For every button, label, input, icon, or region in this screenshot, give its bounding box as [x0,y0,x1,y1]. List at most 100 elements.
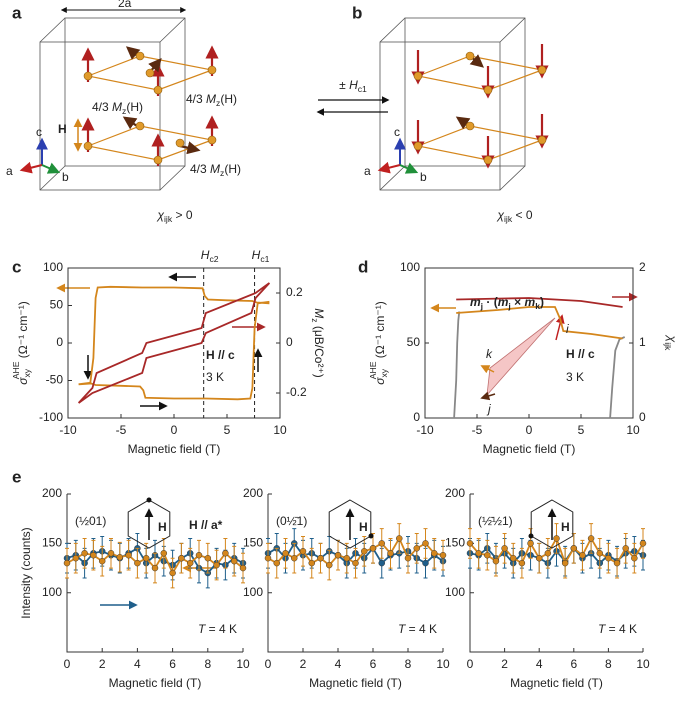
data-point [527,540,534,547]
hexagon-icon [530,499,574,549]
data-point [587,535,595,542]
y-tick-label: 200 [42,486,62,500]
y-tick-label: 0 [56,335,63,349]
temperature: T = 4 K [398,622,437,636]
icon-label: H [158,520,167,534]
text-part: · ( [483,295,498,309]
data-point [169,569,176,577]
data-point [308,559,315,567]
moment-label: 4/3 Mz(H) [190,162,241,178]
text-part: ijk [164,214,173,224]
y-tick-label: 200 [445,486,465,500]
miller-index: (½̄½1) [478,514,513,528]
icon-label: H [561,520,570,534]
data-point [622,545,629,552]
text-part: xy [22,368,32,377]
y-tick-label: 50 [407,335,421,349]
text-part: z [310,318,320,322]
panel-label: c [12,257,21,276]
data-point [631,554,638,562]
text-part: < 0 [512,208,533,222]
text-part: m [470,295,481,309]
text-part: AHE [11,361,21,379]
text-part: (H) [126,100,143,114]
data-point [204,554,212,562]
text-part: (Ω⁻¹ cm⁻¹) [16,301,30,361]
x-tick-label: -10 [59,423,77,437]
data-point [125,551,132,559]
x-tick-label: 10 [636,657,650,671]
x-tick-label: -10 [416,423,434,437]
text-part: 4/3 [190,162,210,176]
series-line [456,297,623,308]
x-tick-label: 4 [536,657,543,671]
temperature: T = 4 K [598,622,637,636]
series-line [453,311,626,419]
text-part: (Ω⁻¹ cm⁻¹) [373,301,387,361]
text-part: σ [373,377,387,385]
x-tick-label: 0 [171,423,178,437]
text-part: T [198,622,207,636]
data-point [299,548,307,555]
axis-a: a [364,164,371,178]
data-point [535,554,543,562]
x-axis-label: Magnetic field (T) [128,442,221,456]
y-tick-label: 200 [243,486,263,500]
text-part: 4/3 [186,92,206,106]
data-point [378,540,385,547]
data-point [264,554,272,562]
data-point [134,559,141,567]
x-tick-label: 4 [335,657,342,671]
x-tick-label: 10 [626,423,640,437]
field-marker-label: Hc1 [252,248,270,264]
data-point [439,551,447,559]
text-part: = 4 K [405,622,437,636]
icon-label: H [359,520,368,534]
text-part: (H) [220,92,237,106]
series-line [77,282,271,404]
y-tick-label: 100 [445,585,465,599]
text-part: (H) [224,162,241,176]
text-part: χ [496,208,504,222]
lattice-label: 2a [118,0,132,10]
y2-tick-label: -0.2 [286,385,307,399]
y-axis-label: σxyAHE (Ω⁻¹ cm⁻¹) [368,301,389,385]
series-line [456,306,623,340]
y2-tick-label: 0 [639,410,646,424]
data-point [396,535,403,542]
text-part: χ [665,335,679,343]
text-part: σ [16,377,30,385]
text-part: M [112,100,122,114]
direction-dot [146,497,152,503]
data-point [107,550,115,557]
text-part: z [220,168,224,178]
data-point [326,561,333,569]
data-point [334,551,342,559]
data-point [369,545,377,552]
data-point [291,554,298,562]
text-part: > 0 [172,208,193,222]
text-part: ijk [663,342,673,351]
data-point [544,550,552,557]
note: 3 K [206,370,224,384]
panel-label: e [12,467,21,486]
text-part: M [206,92,216,106]
data-point [484,551,491,559]
x-tick-label: 10 [236,657,250,671]
text-part: z [122,106,126,116]
note: H // c [566,347,595,361]
x-axis-label: Magnetic field (T) [109,676,202,690]
x-tick-label: 8 [204,657,211,671]
vertex-label: k [486,347,493,361]
y-tick-label: -50 [46,373,64,387]
x-tick-label: -5 [472,423,483,437]
y2-tick-label: 0 [286,335,293,349]
panel-label: d [358,257,368,276]
x-tick-label: 0 [265,657,272,671]
text-part: T [598,622,607,636]
plot-frame [67,267,281,419]
x-tick-label: 0 [526,423,533,437]
moment-label: 4/3 Mz(H) [92,100,143,116]
vertex-label: i [566,322,569,336]
data-point [431,550,438,557]
